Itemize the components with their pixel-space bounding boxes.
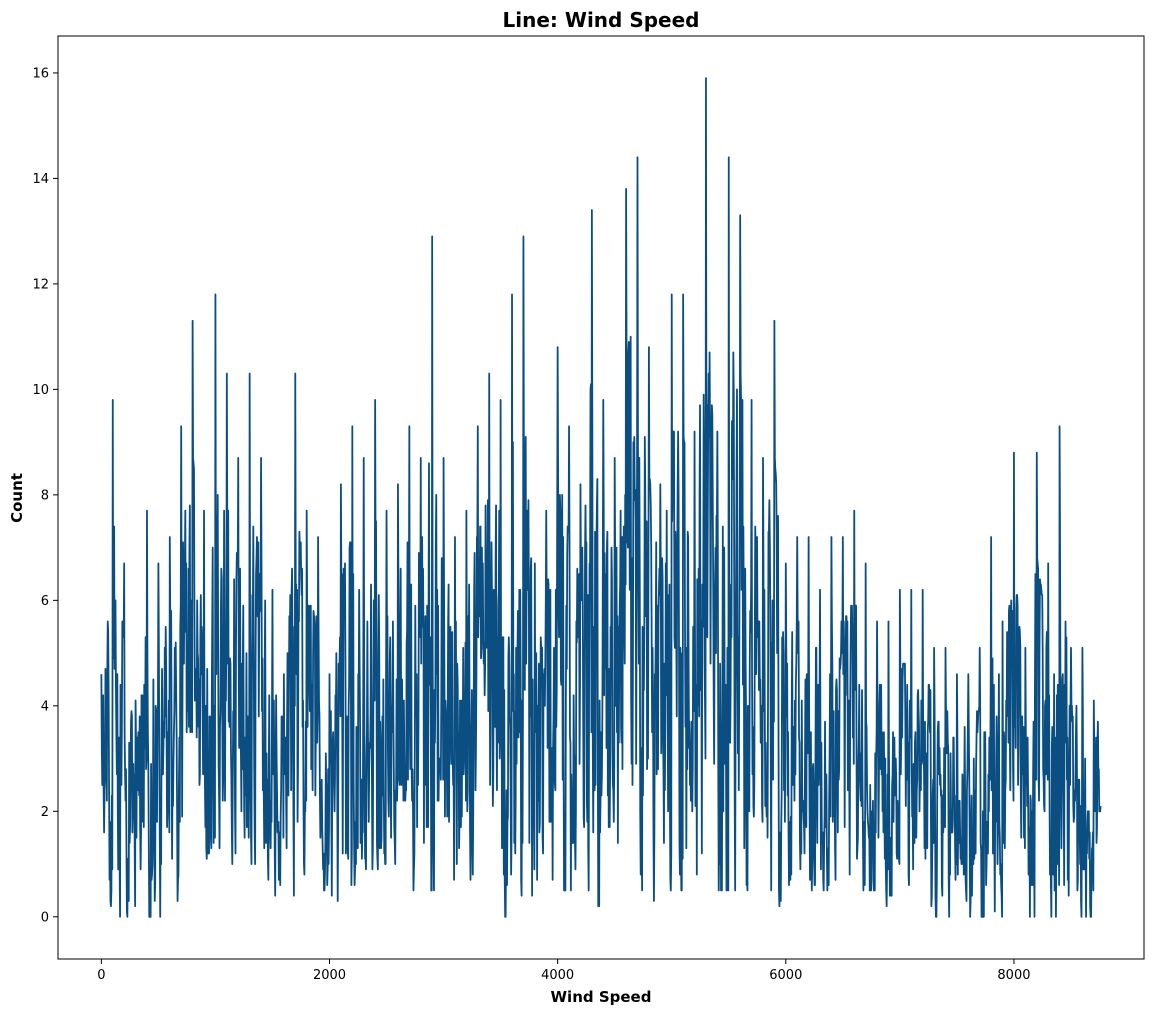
y-tick-label: 8	[41, 488, 49, 503]
axes: 0 2000 4000 6000 8000 0 2 4 6 8 10 12 14 16	[32, 66, 1030, 983]
plot-frame	[57, 35, 1145, 960]
x-tick-label: 0	[97, 968, 105, 983]
x-tick-label: 8000	[997, 968, 1030, 983]
y-tick-label: 0	[41, 910, 49, 925]
y-tick-label: 6	[41, 594, 49, 609]
x-tick-label: 6000	[769, 968, 802, 983]
chart-title: Line: Wind Speed	[503, 8, 700, 32]
y-tick-label: 4	[41, 699, 49, 714]
plot-area	[100, 77, 1102, 918]
x-tick-label: 4000	[541, 968, 574, 983]
y-tick-label: 14	[32, 172, 49, 187]
y-tick-label: 16	[32, 66, 49, 81]
y-tick-label: 12	[32, 277, 49, 292]
y-tick-label: 2	[41, 805, 49, 820]
series-line	[100, 77, 1102, 918]
x-axis-label: Wind Speed	[551, 988, 652, 1006]
x-tick-label: 2000	[313, 968, 346, 983]
y-tick-label: 10	[32, 383, 49, 398]
y-axis-label: Count	[8, 473, 26, 523]
